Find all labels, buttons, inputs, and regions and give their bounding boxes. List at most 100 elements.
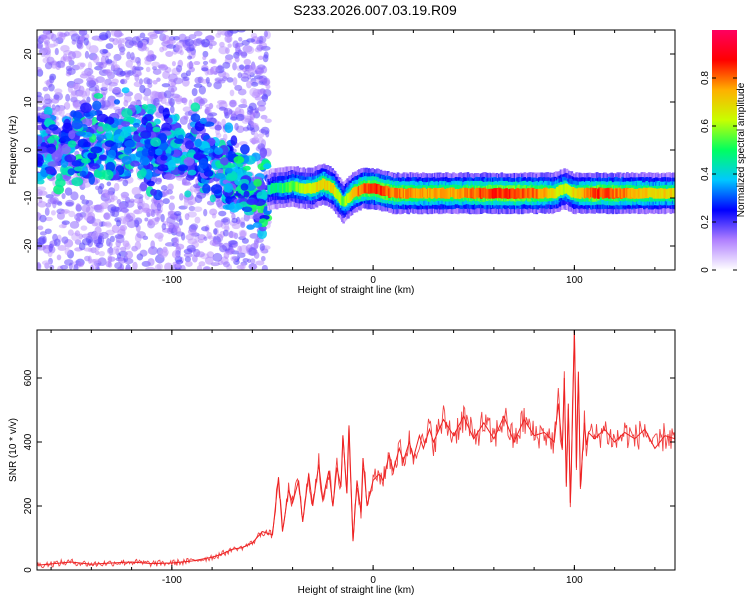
heatmap-cell	[216, 199, 223, 208]
heatmap-cell	[132, 261, 138, 270]
heatmap-cell	[38, 47, 48, 55]
heatmap-cell	[240, 183, 249, 191]
heatmap-cell	[193, 30, 203, 37]
heatmap-cell	[124, 170, 132, 177]
heatmap-cell	[48, 124, 59, 131]
heatmap-cell	[123, 146, 133, 155]
heatmap-cell	[137, 40, 144, 49]
heatmap-cell	[121, 206, 128, 214]
heatmap-cell	[173, 210, 182, 216]
heatmap-cell	[60, 61, 66, 69]
heatmap-cell	[89, 110, 97, 117]
heatmap-cell	[187, 55, 193, 60]
heatmap-cell	[84, 255, 91, 262]
heatmap-cell	[49, 264, 55, 270]
x-tick-label: 100	[566, 575, 583, 586]
heatmap-cell	[123, 258, 134, 265]
heatmap-cell	[76, 40, 83, 49]
heatmap-cell	[120, 246, 127, 252]
heatmap-cell	[192, 38, 202, 47]
heatmap-cell	[197, 238, 204, 244]
heatmap-cell	[77, 138, 89, 148]
heatmap-cell	[131, 186, 142, 196]
heatmap-cell	[64, 31, 70, 37]
heatmap-cell	[187, 211, 197, 218]
heatmap-cell	[98, 251, 105, 257]
heatmap-cell	[154, 118, 161, 125]
heatmap-cell	[89, 163, 100, 170]
heatmap-cell	[224, 34, 233, 43]
heatmap-cell	[123, 99, 129, 107]
heatmap-cell	[249, 87, 259, 97]
heatmap-cell	[70, 91, 79, 99]
heatmap-cell	[77, 90, 87, 98]
heatmap-cell	[145, 266, 156, 270]
heatmap-cell	[147, 31, 158, 37]
heatmap-cell	[242, 206, 253, 213]
heatmap-cell	[105, 43, 114, 50]
heatmap-cell	[206, 251, 215, 259]
heatmap-cell	[114, 262, 123, 269]
heatmap-cell	[236, 113, 245, 122]
heatmap-cell	[79, 170, 87, 178]
heatmap-cell	[190, 113, 201, 123]
heatmap-cell	[147, 258, 155, 267]
heatmap-cell	[143, 95, 149, 101]
heatmap-cell	[70, 33, 80, 42]
heatmap-cell	[183, 252, 193, 258]
heatmap-cell	[257, 228, 267, 240]
heatmap-cell	[39, 214, 47, 223]
heatmap-cell	[108, 37, 115, 42]
heatmap-cell	[261, 264, 268, 270]
snr-marks	[37, 330, 675, 569]
y-tick-label: -10	[23, 190, 34, 205]
heatmap-cell	[68, 210, 76, 218]
heatmap-cell	[188, 66, 195, 73]
heatmap-cell	[122, 216, 129, 225]
heatmap-cell	[213, 147, 224, 155]
heatmap-cell	[259, 147, 268, 158]
heatmap-cell	[250, 204, 257, 213]
heatmap-cell	[202, 60, 209, 66]
heatmap-cell	[247, 258, 252, 263]
heatmap-cell	[194, 138, 202, 148]
heatmap-cell	[204, 106, 211, 115]
heatmap-cell	[168, 222, 175, 229]
heatmap-cell	[91, 258, 102, 264]
heatmap-cell	[163, 90, 172, 99]
heatmap-cell	[124, 242, 131, 250]
heatmap-cell	[140, 130, 152, 139]
heatmap-cell	[191, 87, 198, 97]
heatmap-cell	[264, 118, 272, 124]
heatmap-cell	[241, 238, 249, 244]
heatmap-cell	[240, 72, 249, 79]
heatmap-cell	[256, 44, 264, 51]
heatmap-cell	[37, 135, 43, 145]
heatmap-cell	[241, 39, 250, 46]
heatmap-cell	[222, 229, 229, 237]
heatmap-cell	[260, 126, 270, 135]
heatmap-cell	[237, 252, 246, 258]
heatmap-cell	[134, 66, 144, 71]
heatmap-cell	[225, 174, 237, 182]
heatmap-cell	[260, 255, 266, 262]
heatmap-cell	[102, 221, 108, 227]
heatmap-cell	[48, 83, 55, 92]
heatmap-cell	[203, 147, 214, 154]
heatmap-cell	[104, 189, 114, 198]
heatmap-cell	[151, 91, 160, 97]
heatmap-cell	[102, 169, 114, 181]
colorbar-gradient	[712, 30, 737, 270]
heatmap-cell	[126, 51, 132, 60]
heatmap-cell	[234, 84, 243, 91]
heatmap-cell	[80, 102, 92, 114]
snr-y-axis-label: SNR (10 * v/v)	[8, 418, 19, 482]
heatmap-cell	[198, 261, 206, 267]
heatmap-cell	[227, 231, 237, 239]
heatmap-cell	[83, 37, 89, 46]
heatmap-cell	[156, 77, 161, 82]
heatmap-cell	[222, 76, 228, 82]
heatmap-cell	[260, 114, 268, 120]
heatmap-cell	[218, 210, 227, 217]
